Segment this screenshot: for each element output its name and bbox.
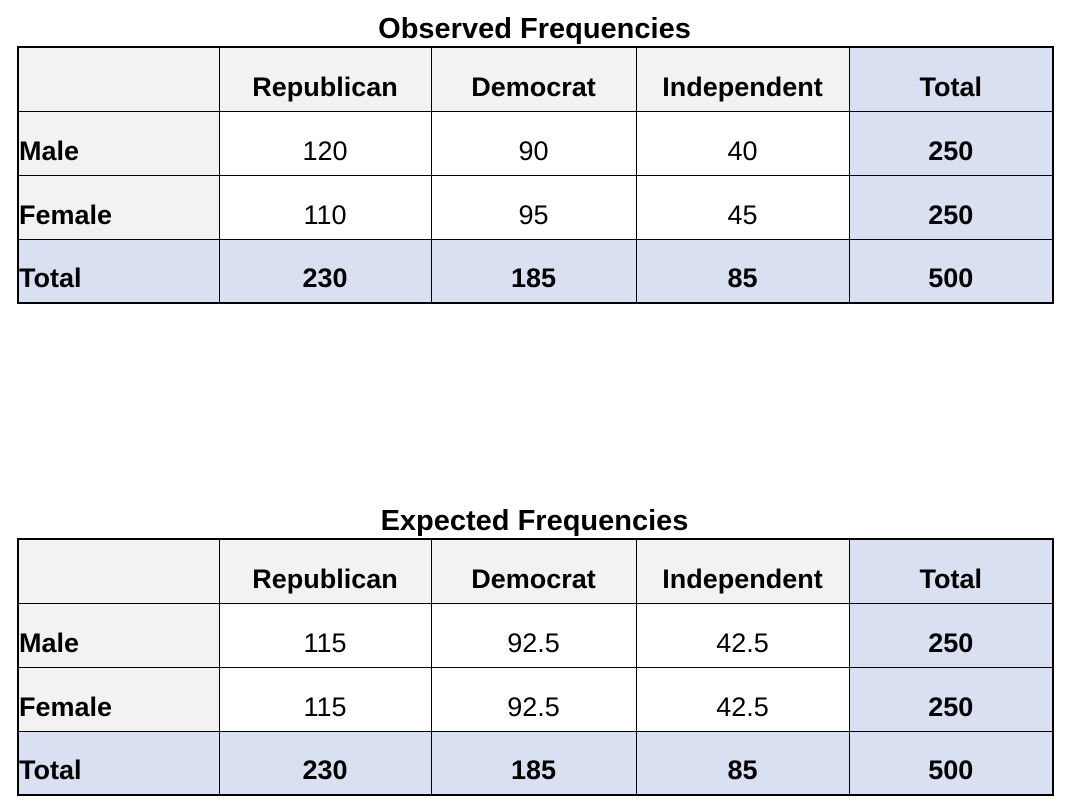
observed-frequencies-table: Republican Democrat Independent Total Ma…	[17, 46, 1054, 304]
total-independent-cell: 85	[635, 730, 850, 796]
column-header-independent: Independent	[635, 538, 850, 604]
corner-cell	[17, 46, 220, 112]
expected-frequencies-table: Republican Democrat Independent Total Ma…	[17, 538, 1054, 796]
row-label-total: Total	[17, 730, 220, 796]
column-header-republican: Republican	[218, 538, 432, 604]
table-row-female: Female 115 92.5 42.5 250	[17, 666, 1054, 732]
male-total-cell: 250	[848, 110, 1054, 176]
male-republican-cell: 120	[218, 110, 432, 176]
table-row-male: Male 120 90 40 250	[17, 110, 1054, 176]
male-democrat-cell: 92.5	[430, 602, 637, 668]
male-independent-cell: 40	[635, 110, 850, 176]
header-row: Republican Democrat Independent Total	[17, 538, 1054, 604]
row-label-female: Female	[17, 174, 220, 240]
table-row-total: Total 230 185 85 500	[17, 730, 1054, 796]
female-total-cell: 250	[848, 666, 1054, 732]
male-total-cell: 250	[848, 602, 1054, 668]
female-republican-cell: 115	[218, 666, 432, 732]
column-header-total: Total	[848, 46, 1054, 112]
column-header-total: Total	[848, 538, 1054, 604]
row-label-male: Male	[17, 602, 220, 668]
expected-frequencies-section: Expected Frequencies Republican Democrat…	[17, 504, 1054, 796]
grand-total-cell: 500	[848, 730, 1054, 796]
column-header-democrat: Democrat	[430, 538, 637, 604]
header-row: Republican Democrat Independent Total	[17, 46, 1054, 112]
row-label-female: Female	[17, 666, 220, 732]
female-total-cell: 250	[848, 174, 1054, 240]
corner-cell	[17, 538, 220, 604]
female-independent-cell: 42.5	[635, 666, 850, 732]
observed-frequencies-section: Observed Frequencies Republican Democrat…	[17, 12, 1054, 304]
total-democrat-cell: 185	[430, 238, 637, 304]
table-row-total: Total 230 185 85 500	[17, 238, 1054, 304]
expected-frequencies-title: Expected Frequencies	[380, 505, 689, 537]
column-header-independent: Independent	[635, 46, 850, 112]
female-democrat-cell: 95	[430, 174, 637, 240]
total-republican-cell: 230	[218, 238, 432, 304]
row-label-male: Male	[17, 110, 220, 176]
total-republican-cell: 230	[218, 730, 432, 796]
row-label-total: Total	[17, 238, 220, 304]
male-democrat-cell: 90	[430, 110, 637, 176]
female-independent-cell: 45	[635, 174, 850, 240]
grand-total-cell: 500	[848, 238, 1054, 304]
table-row-female: Female 110 95 45 250	[17, 174, 1054, 240]
female-democrat-cell: 92.5	[430, 666, 637, 732]
column-header-democrat: Democrat	[430, 46, 637, 112]
column-header-republican: Republican	[218, 46, 432, 112]
total-democrat-cell: 185	[430, 730, 637, 796]
female-republican-cell: 110	[218, 174, 432, 240]
male-independent-cell: 42.5	[635, 602, 850, 668]
male-republican-cell: 115	[218, 602, 432, 668]
total-independent-cell: 85	[635, 238, 850, 304]
observed-frequencies-title: Observed Frequencies	[378, 13, 691, 45]
table-row-male: Male 115 92.5 42.5 250	[17, 602, 1054, 668]
